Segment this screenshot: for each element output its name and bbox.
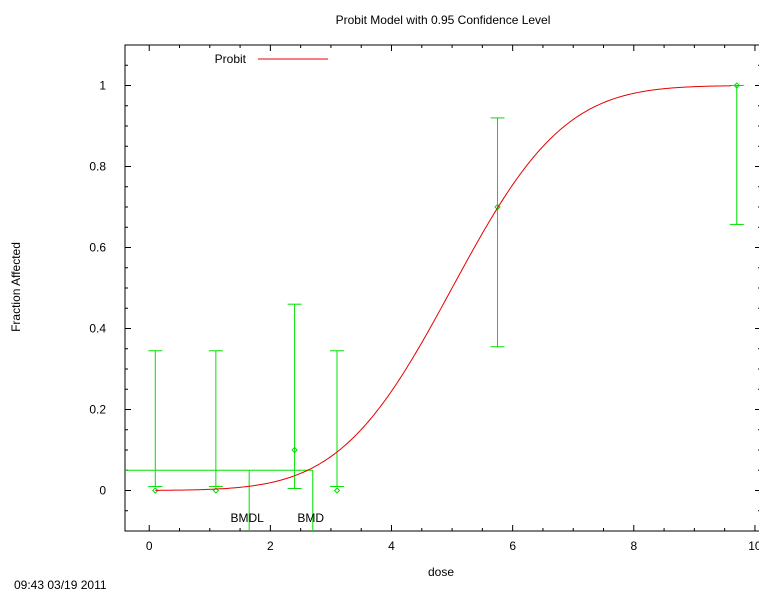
x-tick-label: 8 bbox=[630, 539, 637, 553]
chart-title: Probit Model with 0.95 Confidence Level bbox=[336, 13, 551, 27]
x-tick-label: 0 bbox=[146, 539, 153, 553]
error-bar bbox=[208, 350, 223, 494]
bmr-lines bbox=[125, 469, 314, 531]
y-tick-label: 0 bbox=[99, 484, 106, 498]
y-tick-label: 1 bbox=[99, 79, 106, 93]
x-tick-label: 10 bbox=[748, 539, 759, 553]
x-tick-label: 4 bbox=[388, 539, 395, 553]
error-bar bbox=[330, 350, 344, 494]
y-axis-label: Fraction Affected bbox=[9, 242, 23, 332]
probit-curve bbox=[155, 85, 731, 491]
probit-curve-layer bbox=[155, 85, 731, 491]
annotations: BMDL BMD bbox=[230, 511, 324, 525]
y-tick-label: 0.2 bbox=[89, 403, 106, 417]
legend: Probit bbox=[215, 52, 328, 66]
error-bar bbox=[287, 303, 302, 489]
y-tick-label: 0.8 bbox=[89, 160, 106, 174]
data-point-marker bbox=[733, 82, 740, 89]
annotation-bmd: BMD bbox=[297, 511, 324, 525]
y-tick-label: 0.6 bbox=[89, 241, 106, 255]
plot-frame bbox=[124, 44, 759, 532]
y-tick-label: 0.4 bbox=[89, 322, 106, 336]
error-bars bbox=[148, 82, 744, 494]
x-tick-label: 2 bbox=[267, 539, 274, 553]
data-point-marker bbox=[152, 487, 159, 494]
error-bar bbox=[148, 350, 163, 494]
data-point-marker bbox=[212, 487, 220, 494]
x-tick-label: 6 bbox=[509, 539, 516, 553]
timestamp: 09:43 03/19 2011 bbox=[14, 578, 107, 592]
legend-label-probit: Probit bbox=[215, 52, 247, 66]
x-axis-label: dose bbox=[428, 565, 454, 579]
error-bar bbox=[729, 82, 744, 225]
data-point-marker bbox=[333, 487, 341, 494]
annotation-bmdl: BMDL bbox=[230, 511, 264, 525]
error-bar bbox=[490, 117, 505, 348]
data-point-marker bbox=[291, 446, 298, 454]
axis-ticks: 0 2 4 6 8 10 0 0.2 0.4 0.6 0.8 1 bbox=[89, 44, 759, 553]
